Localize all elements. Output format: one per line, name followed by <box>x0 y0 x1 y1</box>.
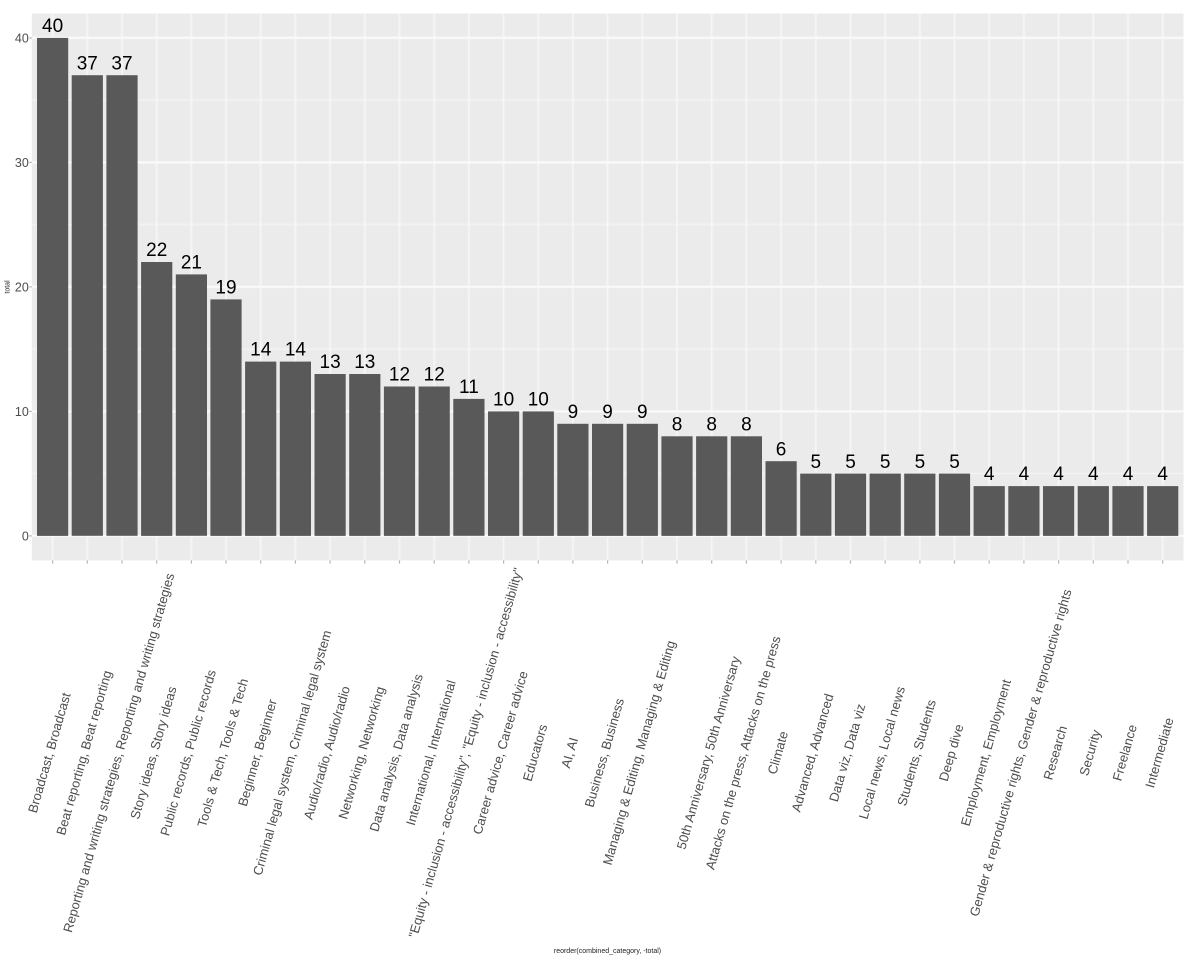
svg-text:21: 21 <box>181 253 202 274</box>
svg-text:14: 14 <box>285 340 307 361</box>
svg-text:total: total <box>5 280 12 294</box>
svg-text:4: 4 <box>1123 464 1134 485</box>
svg-text:5: 5 <box>845 452 856 473</box>
svg-text:10: 10 <box>493 390 514 411</box>
svg-text:5: 5 <box>880 452 891 473</box>
svg-text:10: 10 <box>15 405 29 419</box>
svg-text:8: 8 <box>741 414 752 435</box>
svg-text:4: 4 <box>1019 464 1030 485</box>
svg-text:9: 9 <box>568 402 579 423</box>
svg-text:6: 6 <box>776 439 787 460</box>
svg-text:11: 11 <box>459 377 479 398</box>
svg-text:30: 30 <box>15 156 29 170</box>
svg-text:37: 37 <box>111 53 132 74</box>
svg-text:19: 19 <box>215 278 236 299</box>
svg-text:4: 4 <box>1088 464 1099 485</box>
svg-text:22: 22 <box>146 240 167 261</box>
svg-text:40: 40 <box>42 16 63 37</box>
svg-text:9: 9 <box>602 402 613 423</box>
svg-text:13: 13 <box>354 352 375 373</box>
svg-text:20: 20 <box>15 280 29 294</box>
svg-text:reorder(combined_category, -to: reorder(combined_category, -total) <box>554 948 661 955</box>
svg-text:14: 14 <box>250 340 272 361</box>
svg-text:40: 40 <box>15 31 29 45</box>
svg-text:12: 12 <box>424 365 445 386</box>
svg-text:37: 37 <box>77 53 98 74</box>
svg-text:8: 8 <box>706 414 717 435</box>
svg-text:5: 5 <box>949 452 960 473</box>
svg-text:9: 9 <box>637 402 648 423</box>
svg-text:13: 13 <box>320 352 341 373</box>
svg-text:4: 4 <box>984 464 995 485</box>
svg-text:4: 4 <box>1053 464 1064 485</box>
svg-text:12: 12 <box>389 365 410 386</box>
svg-text:10: 10 <box>528 390 549 411</box>
svg-text:4: 4 <box>1157 464 1168 485</box>
svg-text:5: 5 <box>811 452 822 473</box>
svg-text:0: 0 <box>22 529 29 543</box>
svg-text:5: 5 <box>915 452 926 473</box>
svg-text:8: 8 <box>672 414 683 435</box>
